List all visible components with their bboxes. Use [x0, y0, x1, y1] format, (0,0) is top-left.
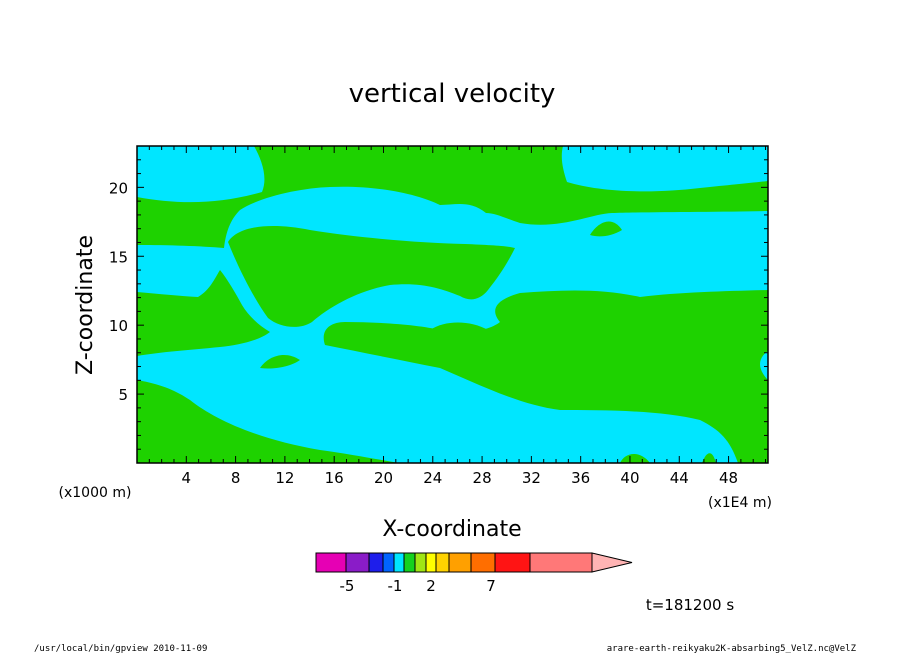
upward-region-small-blob-2	[430, 322, 488, 333]
colorbar-bin	[435, 552, 450, 573]
y-tick-label: 20	[109, 179, 128, 197]
colorbar-bin	[345, 552, 370, 573]
upward-region-right-band	[323, 290, 768, 463]
upward-region-bottom-right-2	[702, 453, 716, 463]
x-tick-label: 16	[325, 469, 344, 487]
y-axis: 5 10 15 20	[109, 145, 768, 464]
x-tick-label: 32	[522, 469, 541, 487]
plot-area	[136, 145, 769, 464]
colorbar-label: 2	[426, 577, 436, 595]
upward-region-lower-left	[137, 380, 400, 463]
upward-region-small-blob-3	[590, 221, 622, 237]
x-axis-label: X-coordinate	[382, 517, 521, 542]
x-tick-label: 44	[670, 469, 689, 487]
upward-region-small-blob-1	[260, 354, 300, 369]
x-tick-label: 20	[374, 469, 393, 487]
colorbar-bin	[315, 552, 347, 573]
x-tick-label: 12	[275, 469, 294, 487]
footer-left-text: /usr/local/bin/gpview 2010-11-09	[34, 644, 207, 654]
x-axis-unit: (x1E4 m)	[708, 495, 772, 511]
time-label: t=181200 s	[646, 596, 734, 614]
x-tick-label: 4	[182, 469, 192, 487]
x-tick-label: 8	[231, 469, 241, 487]
colorbar-bin	[470, 552, 496, 573]
colorbar-label: -5	[340, 577, 355, 595]
x-tick-label: 24	[423, 469, 442, 487]
plot-frame	[136, 145, 769, 464]
upward-region-left-middle	[137, 270, 270, 356]
colorbar-bin	[393, 552, 405, 573]
colorbar-bin	[448, 552, 472, 573]
x-axis: 4 8 12 16 20 24 28 32 36 40 44 48	[136, 146, 767, 487]
y-tick-label: 5	[118, 386, 128, 404]
colorbar-bin	[403, 552, 416, 573]
y-axis-unit: (x1000 m)	[59, 485, 132, 501]
x-tick-label: 40	[620, 469, 639, 487]
y-axis-label: Z-coordinate	[73, 235, 98, 375]
colorbar-label: 7	[486, 577, 496, 595]
colorbar-bin	[368, 552, 384, 573]
x-tick-label: 36	[571, 469, 590, 487]
colorbar-bin	[494, 552, 531, 573]
y-tick-label: 10	[109, 317, 128, 335]
upward-region-top-band	[137, 146, 768, 248]
chart-title: vertical velocity	[349, 79, 556, 109]
x-tick-label: 48	[719, 469, 738, 487]
colorbar-label: -1	[388, 577, 403, 595]
colorbar-bin	[414, 552, 427, 573]
upward-region-central-lobe	[228, 226, 515, 327]
colorbar	[315, 552, 633, 573]
colorbar-extension	[591, 552, 633, 573]
colorbar-labels: -5 -1 2 7	[340, 577, 496, 595]
y-tick-label: 15	[109, 248, 128, 266]
colorbar-bin	[425, 552, 437, 573]
colorbar-bin	[529, 552, 593, 573]
footer-right-text: arare-earth-reikyaku2K-absarbing5_VelZ.n…	[607, 644, 857, 654]
colorbar-bin	[382, 552, 395, 573]
x-tick-label: 28	[473, 469, 492, 487]
